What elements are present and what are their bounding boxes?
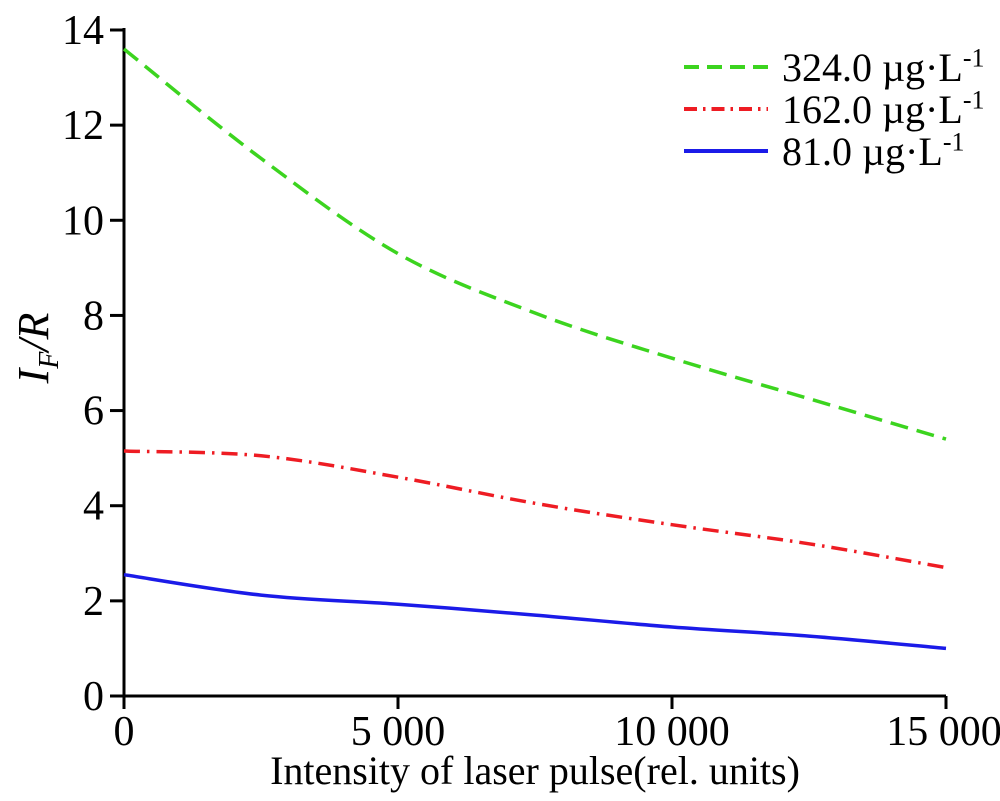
axes: 0 2 4 6 8 10 12 14 0 5 000 10 000 15 000: [62, 8, 1000, 755]
x-tick-label: 0: [114, 709, 135, 755]
x-axis-title: Intensity of laser pulse(rel. units): [270, 748, 800, 793]
y-axis-title-main: I: [9, 368, 58, 384]
legend-text: 324.0 µg·L: [782, 44, 963, 90]
legend-label: 324.0 µg·L-1: [782, 44, 984, 91]
series-curve-1: [123, 449, 947, 570]
x-tick-label: 10 000: [614, 709, 730, 755]
red-dash-dot-line-icon: [684, 107, 768, 111]
y-tick-label: 14: [62, 8, 104, 54]
y-tick-label: 8: [83, 293, 104, 339]
legend-item: 162.0 µg·L-1: [684, 86, 984, 133]
series-curve-0: [122, 47, 947, 441]
y-tick-label: 4: [83, 484, 104, 530]
x-tick-label: 15 000: [886, 709, 1000, 755]
legend-item: 81.0 µg·L-1: [684, 128, 984, 175]
legend-superscript: -1: [962, 85, 985, 115]
y-tick-label: 10: [62, 198, 104, 244]
legend-text: 162.0 µg·L: [782, 86, 963, 132]
legend-text: 81.0 µg·L: [782, 128, 943, 174]
y-tick-label: 2: [83, 579, 104, 625]
y-axis-title-rest: /R: [9, 312, 58, 352]
series-curve-2: [123, 572, 947, 651]
blue-solid-line-icon: [684, 149, 768, 153]
y-tick-label: 6: [83, 389, 104, 435]
x-tick-label: 5 000: [351, 709, 446, 755]
legend: 324.0 µg·L-1 162.0 µg·L-1 81.0 µg·L-1: [684, 44, 984, 175]
data-series: [122, 47, 947, 651]
legend-superscript: -1: [942, 127, 965, 157]
legend-label: 162.0 µg·L-1: [782, 86, 984, 133]
green-dashed-line-icon: [684, 65, 768, 69]
y-tick-label: 0: [83, 674, 104, 720]
y-tick-label: 12: [62, 103, 104, 149]
legend-superscript: -1: [962, 43, 985, 73]
y-axis-title-subscript: F: [33, 351, 65, 369]
legend-label: 81.0 µg·L-1: [782, 128, 964, 175]
y-axis-title: IF/R: [6, 248, 65, 448]
legend-item: 324.0 µg·L-1: [684, 44, 984, 91]
